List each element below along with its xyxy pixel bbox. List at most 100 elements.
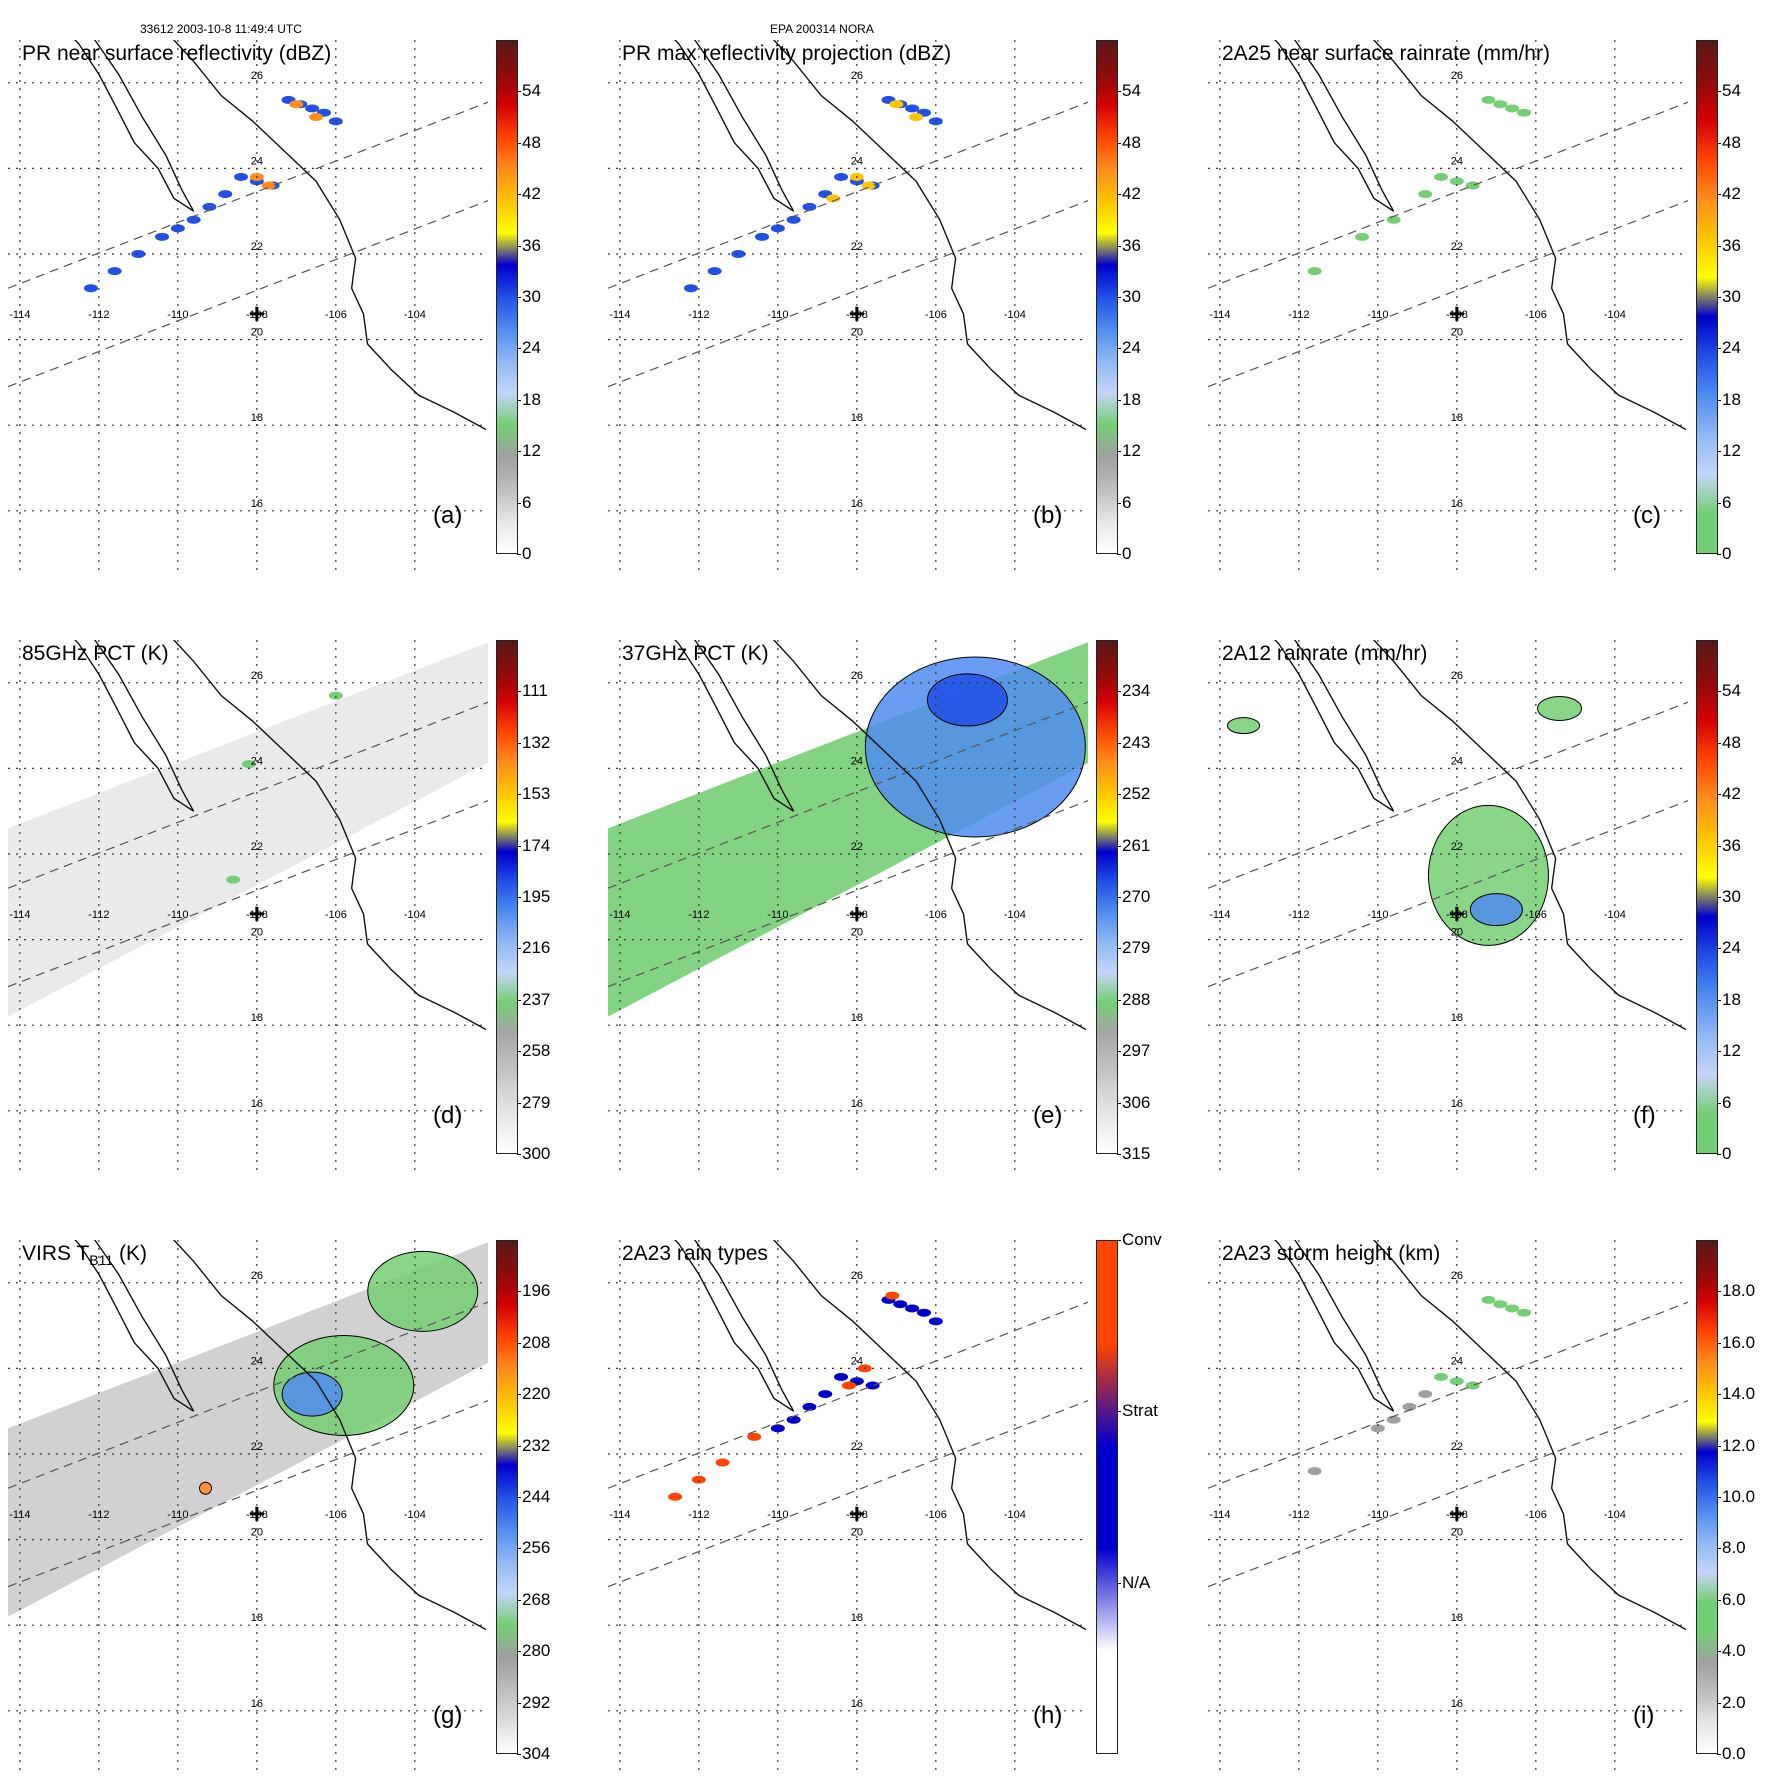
panel-title: PR max reflectivity projection (dBZ) (622, 42, 951, 66)
rain-region (281, 1371, 343, 1417)
rain-cell (1505, 1304, 1520, 1313)
colorbar-tick-label: 24 (1717, 338, 1741, 358)
lon-label: -112 (688, 309, 709, 321)
storm-center-cross-icon (249, 1506, 264, 1521)
rain-cell (909, 113, 924, 122)
colorbar (1096, 1240, 1118, 1754)
rain-cell (1370, 1424, 1385, 1433)
lat-label: 18 (251, 1012, 263, 1024)
colorbar (1696, 640, 1718, 1154)
lon-label: -104 (404, 1509, 426, 1521)
colorbar-tick-label: 16.0 (1716, 1332, 1756, 1352)
lat-label: 24 (251, 155, 263, 167)
colorbar-tick-label: 36 (1717, 235, 1741, 255)
colorbar-tick-label: 279 (516, 1092, 551, 1112)
lon-label: -108 (846, 309, 868, 321)
colorbar-tick-label: 18 (517, 389, 541, 409)
rain-cell (202, 202, 217, 211)
rain-region (199, 1481, 212, 1495)
lat-label: 26 (251, 1270, 263, 1282)
colorbar-tick-label: 306 (1116, 1092, 1151, 1112)
panel-e: -114 -112 -110 -108 -106 -104 26 24 22 20 18 16 37GH… (608, 640, 1178, 1190)
lat-label: 18 (1451, 1012, 1463, 1024)
baja-coastline (1274, 40, 1395, 212)
lat-label: 18 (1451, 1612, 1463, 1624)
map-i: -114 -112 -110 -108 -106 -104 26 24 22 20 18 16 (1208, 1240, 1688, 1770)
rain-cell (885, 1291, 900, 1300)
rain-cell (834, 172, 849, 181)
colorbar-tick-label: 195 (516, 887, 551, 906)
swath-edge (608, 1301, 1088, 1489)
baja-coastline (674, 40, 795, 212)
swath-edge (608, 701, 1088, 889)
panel-title-text: PR near surface reflectivity (dBZ) (22, 42, 332, 65)
lat-label: 22 (851, 841, 863, 853)
colorbar-tick-label: 12 (517, 441, 541, 461)
lat-label: 26 (251, 70, 263, 82)
lon-label: -104 (1004, 1509, 1026, 1521)
colorbar-tick-label: 54 (1117, 81, 1141, 101)
panel-label: (h) (1033, 1702, 1063, 1729)
panel-b: -114 -112 -110 -108 -106 -104 26 24 22 20 18 16 PR m… (608, 40, 1178, 590)
lon-label: -112 (1288, 1509, 1309, 1521)
colorbar-tick-label: 14.0 (1716, 1384, 1756, 1404)
colorbar-tick-label: 0 (1116, 544, 1132, 563)
colorbar (496, 40, 518, 554)
storm-center-cross-icon (1449, 306, 1464, 321)
colorbar-ticks: 0 6 12 18 24 30 36 42 48 54 (1716, 40, 1771, 563)
lat-label: 18 (851, 1012, 863, 1024)
panel-title-subscript: B11 (89, 1252, 114, 1269)
lon-label: -114 (9, 309, 30, 321)
lat-label: 18 (851, 1612, 863, 1624)
swath-edge (608, 101, 1088, 289)
rain-cell (1493, 100, 1508, 109)
panel-label: (c) (1633, 502, 1661, 529)
colorbar-tick-label: 6 (1116, 492, 1132, 512)
colorbar-tick-label: 18.0 (1716, 1281, 1756, 1301)
colorbar-tick-label: 48 (1717, 732, 1741, 752)
mainland-coastline (1372, 1240, 1687, 1631)
panel-title-units: (K) (113, 1242, 147, 1265)
panel-title: 2A12 rainrate (mm/hr) (1222, 642, 1427, 666)
rain-cell (893, 1300, 908, 1309)
rain-cell (1517, 108, 1531, 117)
colorbar-tick-label: 280 (516, 1641, 551, 1661)
rain-cell (1307, 1467, 1322, 1476)
colorbar-tick-label: 243 (1116, 732, 1151, 752)
colorbar-tick-label: 12 (1717, 1041, 1741, 1061)
map-b: -114 -112 -110 -108 -106 -104 26 24 22 20 18 16 (608, 40, 1088, 570)
colorbar-tick-label: 54 (517, 81, 541, 101)
colorbar-tick-label: 10.0 (1716, 1487, 1756, 1506)
lat-label: 18 (251, 1612, 263, 1624)
colorbar-tick-label: 8.0 (1717, 1538, 1746, 1558)
rain-region (1227, 717, 1261, 735)
map-c: -114 -112 -110 -108 -106 -104 26 24 22 20 18 16 (1208, 40, 1688, 570)
lon-label: -110 (1367, 909, 1388, 921)
colorbar-tick-label: 256 (516, 1538, 551, 1558)
rain-cell (683, 284, 698, 293)
colorbar (1096, 640, 1118, 1154)
storm-center-cross-icon (849, 906, 864, 921)
lon-label: -108 (1446, 1509, 1468, 1521)
lon-label: -104 (404, 309, 426, 321)
storm-name-header: EPA 200314 NORA (770, 22, 874, 36)
lon-label: -114 (609, 309, 630, 321)
lat-label: 20 (1451, 1527, 1463, 1539)
colorbar-tick-label: 315 (1116, 1144, 1151, 1163)
lon-label: -110 (167, 309, 188, 321)
colorbar-tick-label: 279 (1116, 938, 1151, 958)
storm-center-cross-icon (1449, 1506, 1464, 1521)
colorbar-tick-label: 24 (517, 338, 541, 358)
storm-center-cross-icon (249, 906, 264, 921)
rain-cell (786, 1415, 801, 1424)
map-g: -114 -112 -110 -108 -106 -104 26 24 22 20 18 16 (8, 1240, 488, 1770)
rain-cell (861, 181, 876, 190)
panel-label: (g) (433, 1702, 463, 1729)
swath-edge (608, 799, 1088, 988)
colorbar-tick-label: 12 (1117, 441, 1141, 461)
rain-cell (802, 1402, 817, 1411)
rain-cell (1493, 1300, 1508, 1309)
rain-cell (1505, 104, 1520, 113)
rain-cell (107, 267, 122, 276)
lon-label: -108 (246, 309, 268, 321)
